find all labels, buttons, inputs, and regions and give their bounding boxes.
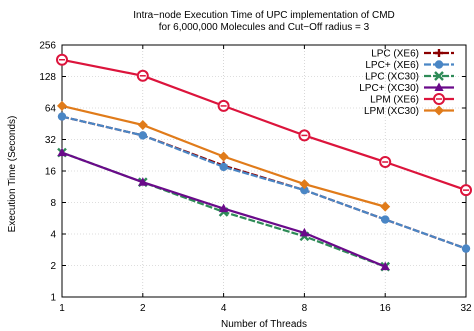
series-4 <box>57 147 390 271</box>
y-tick-label: 4 <box>50 230 56 241</box>
x-tick-label: 2 <box>140 303 146 314</box>
chart-title-line-2: for 6,000,000 Molecules and Cut−Off radi… <box>159 22 370 33</box>
series-1 <box>58 112 470 253</box>
y-tick-label: 32 <box>45 135 57 146</box>
legend-marker <box>434 105 444 116</box>
data-point <box>138 177 148 186</box>
legend-marker <box>434 60 444 69</box>
x-tick-label: 32 <box>460 303 472 314</box>
marker-triangle <box>299 227 309 237</box>
chart-title-line-1: Intra−node Execution Time of UPC impleme… <box>133 10 395 21</box>
series-2 <box>57 112 471 253</box>
data-point <box>219 203 229 213</box>
marker-triangle <box>380 261 390 271</box>
data-point <box>57 147 67 157</box>
marker-diamond <box>137 120 148 131</box>
data-point <box>219 162 228 172</box>
legend-label: LPM (XE6) <box>370 95 419 106</box>
marker-circle <box>434 60 444 69</box>
data-point <box>218 151 229 162</box>
marker-circle <box>219 162 228 172</box>
y-tick-label: 2 <box>50 261 56 272</box>
marker-circle <box>57 112 67 121</box>
legend-entry-1: LPC (XE6) <box>371 49 454 60</box>
data-point <box>136 69 149 82</box>
legend-entry-5: LPM (XE6) <box>370 93 454 106</box>
data-point <box>380 201 391 212</box>
y-axis-label: Execution Time (Seconds) <box>7 116 18 233</box>
axes: 1 2 4 8 16 32 1 2 4 8 16 32 64 128 256 <box>39 41 472 315</box>
data-point <box>299 179 310 190</box>
legend-entry-3: LPC (XC30) <box>365 71 454 83</box>
y-tick-label: 128 <box>39 72 56 83</box>
data-point <box>300 185 309 195</box>
data-point <box>56 53 68 66</box>
data-point <box>380 261 390 271</box>
data-point <box>460 184 472 197</box>
marker-diamond <box>380 201 391 212</box>
series-group <box>56 53 472 272</box>
x-tick-label: 1 <box>59 303 65 314</box>
marker-circle <box>461 244 471 253</box>
legend-label: LPC (XC30) <box>365 72 419 83</box>
x-tick-label: 4 <box>221 303 227 314</box>
legend-label: LPM (XC30) <box>364 106 419 117</box>
marker-diamond <box>434 105 444 116</box>
data-point <box>57 112 67 121</box>
legend-label: LPC (XE6) <box>371 49 419 60</box>
series-5 <box>56 53 472 197</box>
series-6 <box>57 100 391 212</box>
marker-x <box>434 71 444 81</box>
marker-diamond <box>218 151 229 162</box>
y-tick-label: 16 <box>45 167 57 178</box>
legend-marker <box>434 71 444 81</box>
data-point <box>217 99 230 112</box>
y-tick-label: 256 <box>39 41 56 52</box>
legend-label: LPC+ (XC30) <box>359 83 419 94</box>
legend-marker <box>435 49 443 57</box>
y-tick-label: 64 <box>45 104 57 115</box>
data-point <box>461 244 471 253</box>
marker-triangle <box>219 203 229 213</box>
x-axis-label: Number of Threads <box>221 319 307 330</box>
legend-entry-4: LPC+ (XC30) <box>359 82 454 94</box>
marker-triangle <box>138 177 148 186</box>
data-point <box>299 227 309 237</box>
series-line <box>61 115 467 250</box>
data-point <box>379 156 392 169</box>
y-tick-label: 8 <box>50 198 56 209</box>
marker-plus <box>435 49 443 57</box>
legend-entry-6: LPM (XC30) <box>364 105 454 117</box>
marker-triangle <box>57 147 67 157</box>
x-tick-label: 16 <box>380 303 392 314</box>
marker-circle <box>300 185 309 195</box>
marker-circle <box>381 215 390 224</box>
legend-marker <box>434 82 444 91</box>
data-point <box>138 131 147 140</box>
data-point <box>57 100 67 111</box>
series-line <box>61 115 467 250</box>
marker-triangle <box>434 82 444 91</box>
data-point <box>137 120 148 131</box>
series-line <box>61 58 467 192</box>
marker-diamond <box>57 100 67 111</box>
x-tick-label: 8 <box>302 303 308 314</box>
legend-entry-2: LPC+ (XE6) <box>365 60 454 71</box>
legend-marker <box>433 93 445 105</box>
legend: LPC (XE6)LPC+ (XE6)LPC (XC30)LPC+ (XC30)… <box>359 49 454 117</box>
marker-circle <box>138 131 147 140</box>
data-point <box>298 129 311 142</box>
y-tick-label: 1 <box>50 293 56 304</box>
data-point <box>381 215 390 224</box>
marker-diamond <box>299 179 310 190</box>
legend-label: LPC+ (XE6) <box>365 60 419 71</box>
